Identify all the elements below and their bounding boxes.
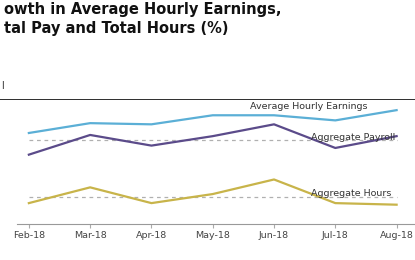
Text: l: l (1, 81, 3, 91)
Text: Aggregate Hours: Aggregate Hours (311, 189, 391, 198)
Text: owth in Average Hourly Earnings,
tal Pay and Total Hours (%): owth in Average Hourly Earnings, tal Pay… (4, 2, 282, 36)
Text: Aggregate Payroll: Aggregate Payroll (311, 133, 395, 142)
Text: Average Hourly Earnings: Average Hourly Earnings (249, 102, 367, 110)
